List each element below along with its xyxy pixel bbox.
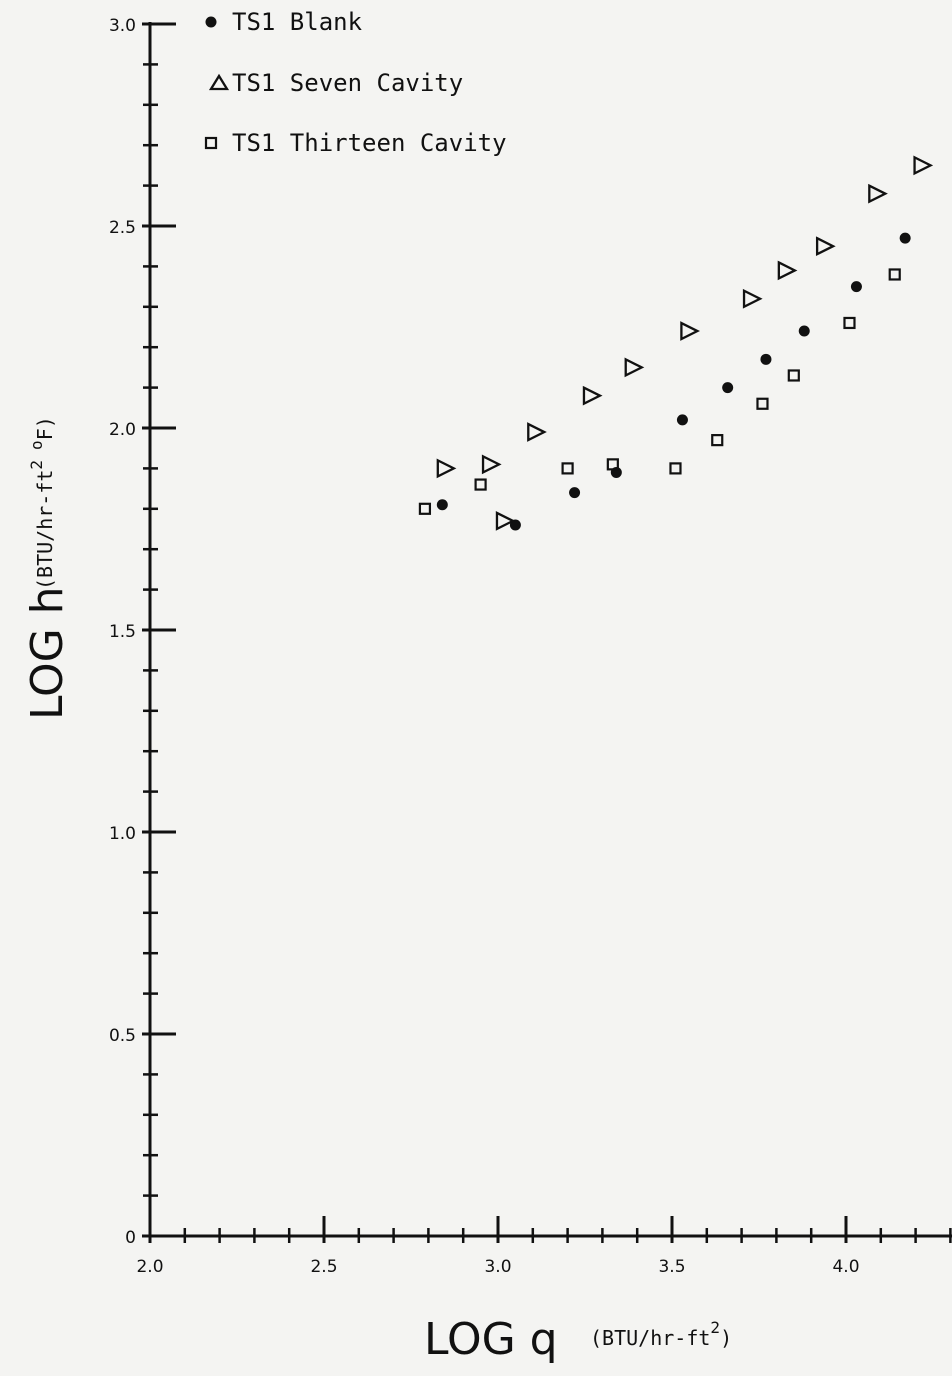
data-points (418, 155, 934, 531)
y-tick-label: 2.0 (109, 420, 136, 440)
legend-marker (204, 136, 218, 150)
data-point (711, 434, 724, 447)
legend-item: TS1 Thirteen Cavity (204, 129, 507, 157)
data-point (474, 478, 487, 491)
data-point (722, 382, 734, 394)
data-point (527, 422, 547, 442)
series-2 (418, 268, 901, 515)
data-point (913, 155, 934, 176)
x-tick-label: 4.0 (832, 1257, 859, 1277)
tick-labels: 0 0.5 1.0 1.5 2.0 2.5 3.0 2.0 2.5 3.0 3.5 4.0 (109, 16, 860, 1277)
data-point (676, 414, 688, 426)
legend-marker (205, 16, 217, 28)
tick-marks (142, 22, 952, 1243)
data-point (561, 462, 574, 475)
legend-marker (208, 73, 230, 91)
data-point (481, 454, 502, 475)
x-tick-label: 3.0 (484, 1257, 511, 1277)
x-tick-label: 2.0 (136, 1257, 163, 1277)
y-tick-label: 2.5 (109, 218, 136, 238)
data-point (899, 232, 911, 244)
series-1 (436, 155, 934, 531)
legend-label: TS1 Thirteen Cavity (232, 129, 507, 157)
legend-label: TS1 Blank (232, 8, 363, 36)
data-point (624, 357, 645, 378)
x-axis-label: LOG q (424, 1314, 558, 1365)
y-axis-unit: (BTU/hr-ft2oF) (27, 416, 57, 590)
data-point (606, 458, 619, 471)
x-axis-unit: (BTU/hr-ft2) (590, 1318, 732, 1350)
y-tick-label: 1.5 (109, 622, 136, 642)
data-point (669, 462, 682, 475)
data-point (756, 397, 769, 410)
data-point (787, 369, 800, 382)
data-point (777, 260, 798, 281)
y-tick-label: 0.5 (109, 1026, 136, 1046)
x-tick-label: 3.5 (658, 1257, 685, 1277)
series-0 (436, 232, 911, 531)
axes (148, 22, 952, 1238)
data-point (436, 458, 457, 479)
y-axis-label: LOG h (22, 586, 73, 720)
data-point (850, 281, 862, 293)
y-axis-title: LOG h (BTU/hr-ft2oF) (22, 416, 73, 720)
data-point (495, 511, 516, 531)
legend-item: TS1 Blank (205, 8, 363, 36)
data-point (815, 236, 836, 257)
y-tick-label: 0 (125, 1228, 136, 1248)
y-tick-label: 3.0 (109, 16, 136, 36)
data-point (843, 316, 856, 330)
y-tick-label: 1.0 (109, 824, 136, 844)
data-point (742, 288, 763, 309)
x-tick-label: 2.5 (310, 1257, 337, 1277)
data-point (888, 268, 901, 281)
data-point (798, 325, 810, 337)
data-point (418, 502, 432, 515)
data-point (582, 385, 603, 406)
x-axis-title: LOG q (BTU/hr-ft2) (424, 1314, 732, 1365)
data-point (436, 499, 448, 511)
data-point (680, 321, 700, 341)
data-point (760, 353, 772, 365)
data-point (868, 183, 888, 204)
data-point (569, 487, 581, 499)
legend: TS1 Blank TS1 Seven Cavity TS1 Thirteen Ca… (204, 8, 507, 157)
legend-item: TS1 Seven Cavity (208, 69, 463, 97)
legend-label: TS1 Seven Cavity (232, 69, 463, 97)
